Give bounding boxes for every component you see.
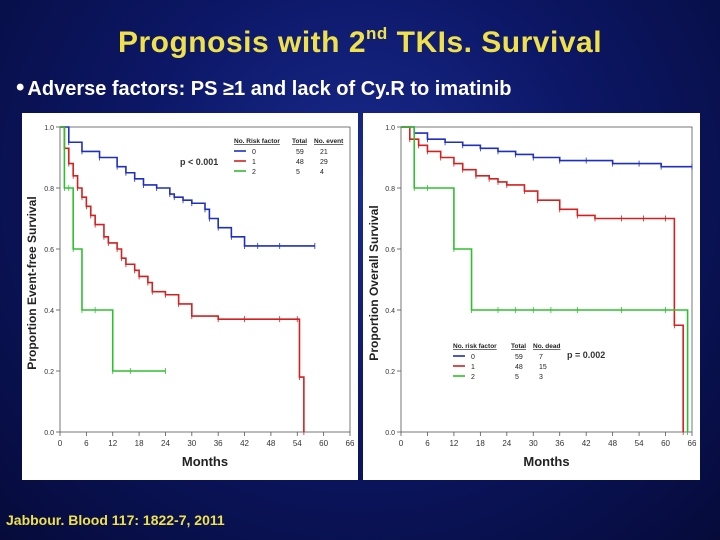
efs-y-tick-label: 0.4: [44, 308, 54, 315]
os-y-tick-label: 1.0: [385, 125, 395, 132]
os-x-axis-label: Months: [523, 454, 569, 469]
os-x-tick-label: 66: [688, 439, 697, 448]
efs-legend-count-2: 4: [320, 169, 324, 176]
efs-legend-header: No. Risk factor: [234, 138, 280, 145]
os-x-tick-label: 36: [555, 439, 564, 448]
efs-chart-panel: 0 6 12 18 24 30 36 42 48 54 60 66 0.0 0.2 0.4 0.6 0.8 1.0…: [22, 113, 358, 480]
os-x-tick-label: 12: [449, 439, 458, 448]
efs-legend-risk-1: 1: [252, 159, 256, 166]
title-main: Prognosis with 2: [117, 26, 366, 59]
os-legend-total-0: 59: [515, 354, 523, 361]
os-p-value: p = 0.002: [567, 350, 605, 360]
efs-y-axis-label: Proportion Event-free Survival: [25, 196, 39, 369]
os-legend-header: Total: [511, 343, 526, 350]
efs-legend-header: Total: [292, 138, 307, 145]
os-y-tick-label: 0.2: [385, 369, 395, 376]
efs-x-tick-label: 48: [266, 439, 275, 448]
os-x-tick-label: 0: [399, 439, 404, 448]
os-x-tick-label: 54: [635, 439, 644, 448]
efs-x-axis-label: Months: [182, 454, 228, 469]
efs-curve-risk-2: [60, 126, 166, 372]
efs-x-tick-label: 6: [84, 439, 89, 448]
os-legend-header: No. risk factor: [453, 343, 497, 350]
os-y-tick-label: 0.8: [385, 186, 395, 193]
efs-x-tick-label: 42: [240, 439, 249, 448]
efs-p-value: p < 0.001: [180, 157, 218, 167]
efs-y-tick-label: 1.0: [44, 125, 54, 132]
efs-y-tick-label: 0.2: [44, 369, 54, 376]
os-curve-risk-0: [401, 126, 692, 168]
efs-legend-total-0: 59: [296, 149, 304, 156]
os-chart: 0 6 12 18 24 30 36 42 48 54 60 660.00.20.40.60.81.0…: [367, 125, 697, 469]
os-legend-header: No. dead: [533, 343, 560, 350]
os-y-tick-label: 0.6: [385, 247, 395, 254]
os-plot-area: [400, 126, 693, 433]
efs-chart: 0 6 12 18 24 30 36 42 48 54 60 660.00.20.40.60.81.0…: [25, 125, 355, 469]
os-x-tick-label: 48: [608, 439, 617, 448]
efs-y-tick-label: 0.8: [44, 186, 54, 193]
efs-x-tick-label: 0: [58, 439, 63, 448]
os-legend-total-2: 5: [515, 374, 519, 381]
efs-legend-count-0: 21: [320, 149, 328, 156]
efs-plot-area: [59, 126, 351, 433]
title-rest: TKIs. Survival: [387, 26, 603, 59]
bullet-dot-icon: •: [16, 74, 25, 101]
bullet-text: Adverse factors: PS ≥1 and lack of Cy.R …: [27, 78, 512, 100]
os-curve-risk-2: [401, 126, 689, 432]
efs-curve-risk-1: [60, 126, 305, 432]
slide-title: Prognosis with 2nd TKIs. Survival: [0, 24, 720, 60]
os-x-tick-label: 60: [661, 439, 670, 448]
bullet-point: • Adverse factors: PS ≥1 and lack of Cy.R…: [16, 74, 511, 102]
title-superscript: nd: [366, 24, 388, 43]
efs-legend-header: No. event: [314, 138, 344, 145]
os-x-tick-label: 42: [582, 439, 591, 448]
efs-x-tick-label: 60: [319, 439, 328, 448]
efs-legend-count-1: 29: [320, 159, 328, 166]
efs-legend-risk-0: 0: [252, 149, 256, 156]
os-x-tick-label: 24: [502, 439, 511, 448]
os-chart-panel: 0 6 12 18 24 30 36 42 48 54 60 66 0.0 0.2 0.4 0.6 0.8 1.0…: [363, 113, 700, 480]
os-y-tick-label: 0.0: [385, 430, 395, 437]
os-x-tick-label: 18: [476, 439, 485, 448]
efs-legend-total-1: 48: [296, 159, 304, 166]
os-legend-risk-2: 2: [471, 374, 475, 381]
os-y-axis-label: Proportion Overall Survival: [367, 205, 381, 360]
efs-y-tick-label: 0.6: [44, 247, 54, 254]
os-x-tick-label: 6: [425, 439, 430, 448]
os-legend-total-1: 48: [515, 364, 523, 371]
os-legend-count-1: 15: [539, 364, 547, 371]
os-x-tick-label: 30: [529, 439, 538, 448]
efs-curve-risk-0: [60, 126, 315, 247]
os-legend-risk-1: 1: [471, 364, 475, 371]
os-legend-risk-0: 0: [471, 354, 475, 361]
efs-x-tick-label: 24: [161, 439, 170, 448]
efs-x-tick-label: 30: [187, 439, 196, 448]
efs-legend-total-2: 5: [296, 169, 300, 176]
efs-y-tick-label: 0.0: [44, 430, 54, 437]
os-legend-count-0: 7: [539, 354, 543, 361]
citation: Jabbour. Blood 117: 1822-7, 2011: [6, 512, 225, 528]
efs-x-tick-label: 12: [108, 439, 117, 448]
efs-x-tick-label: 36: [214, 439, 223, 448]
efs-x-tick-label: 54: [293, 439, 302, 448]
efs-x-tick-label: 18: [135, 439, 144, 448]
os-y-tick-label: 0.4: [385, 308, 395, 315]
efs-legend-risk-2: 2: [252, 169, 256, 176]
os-legend-count-2: 3: [539, 374, 543, 381]
efs-x-tick-label: 66: [346, 439, 355, 448]
os-curve-risk-1: [401, 126, 684, 432]
